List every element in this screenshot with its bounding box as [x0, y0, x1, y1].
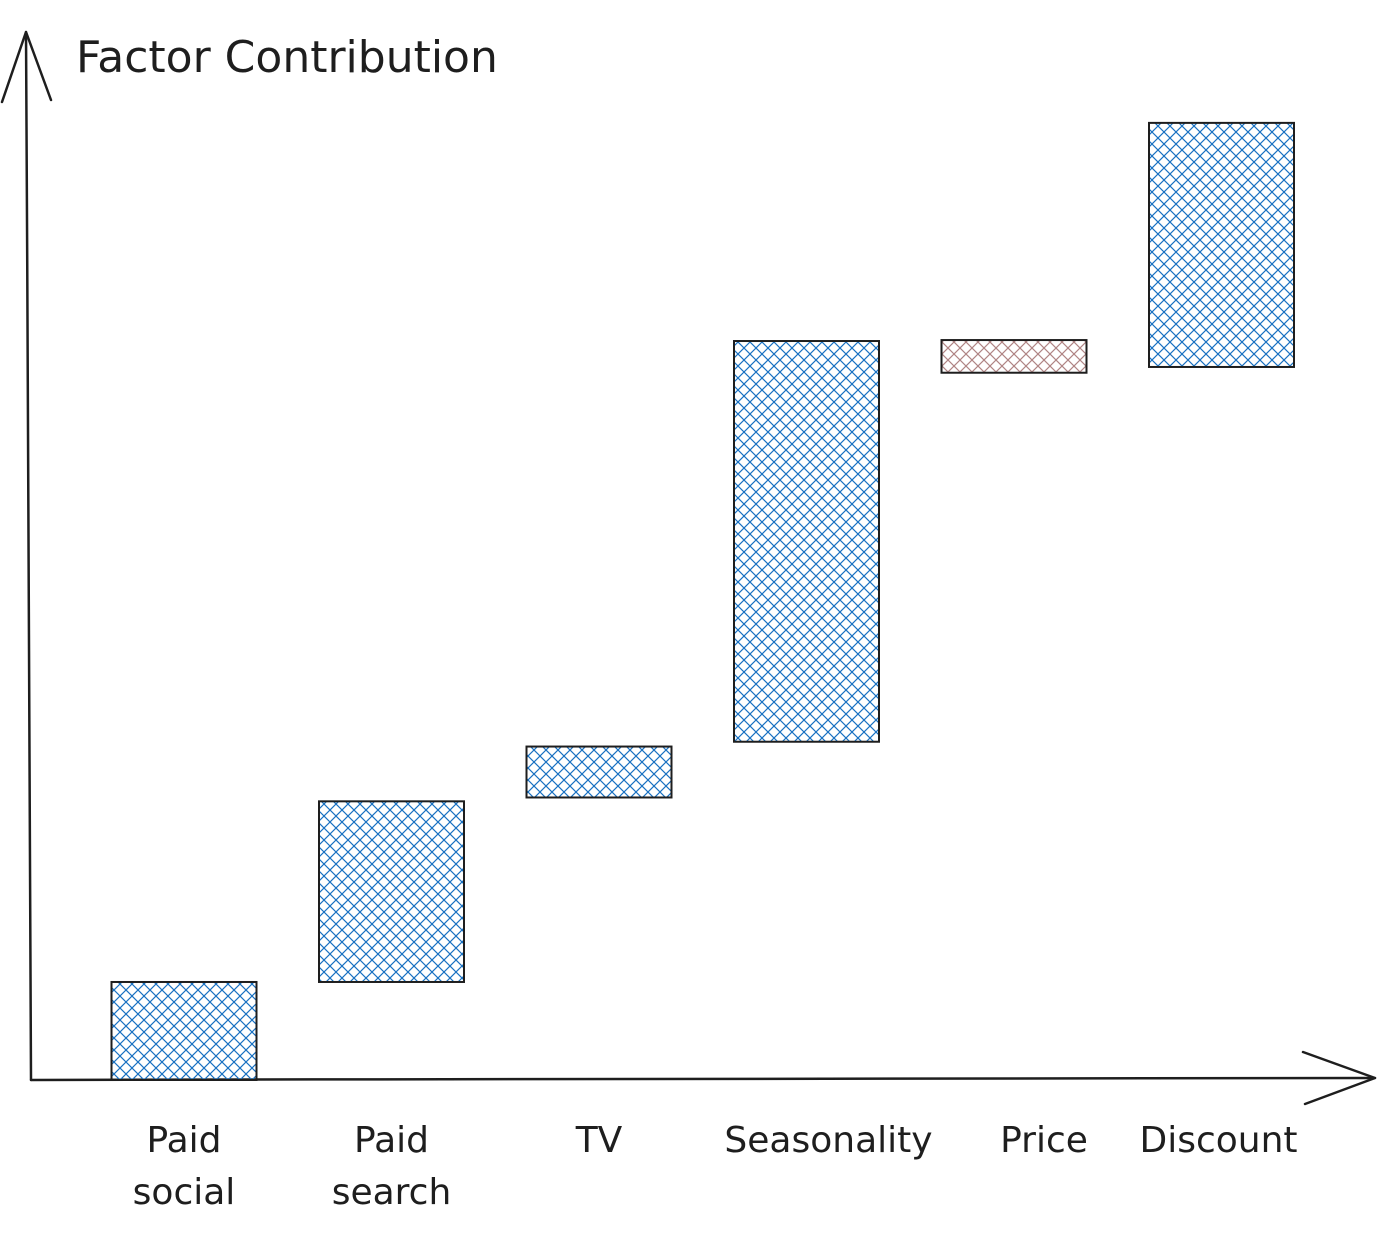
category-label-line: Seasonality [724, 1120, 932, 1161]
bar-discount [1148, 121, 1295, 368]
bar-tv [525, 745, 673, 799]
bar-price [940, 339, 1088, 374]
bars-group [110, 121, 1295, 1082]
y-axis-arrowhead [0, 30, 53, 104]
category-label: Seasonality [724, 1120, 932, 1161]
category-label: Discount [1139, 1120, 1297, 1161]
category-label: Price [1000, 1120, 1088, 1161]
category-label-line: Discount [1139, 1120, 1297, 1161]
category-label-line: social [133, 1172, 236, 1213]
bar-paid-social [110, 980, 258, 1082]
y-axis [24, 30, 33, 1082]
category-label-line: TV [575, 1120, 623, 1161]
bar-paid-search [318, 800, 465, 983]
category-label: Paid social [133, 1120, 236, 1213]
category-label: TV [575, 1120, 623, 1161]
category-label-line: Price [1000, 1120, 1088, 1161]
category-label-line: search [332, 1172, 452, 1213]
x-axis-arrowhead [1301, 1050, 1377, 1106]
category-label-line: Paid [354, 1120, 429, 1161]
bar-seasonality [733, 340, 880, 743]
category-label: Paid search [332, 1120, 452, 1213]
category-label-line: Paid [146, 1120, 221, 1161]
category-labels-group: Paid social Paid search TV Seasonality Price Di… [133, 1120, 1298, 1213]
chart-title: Factor Contribution [76, 32, 498, 83]
